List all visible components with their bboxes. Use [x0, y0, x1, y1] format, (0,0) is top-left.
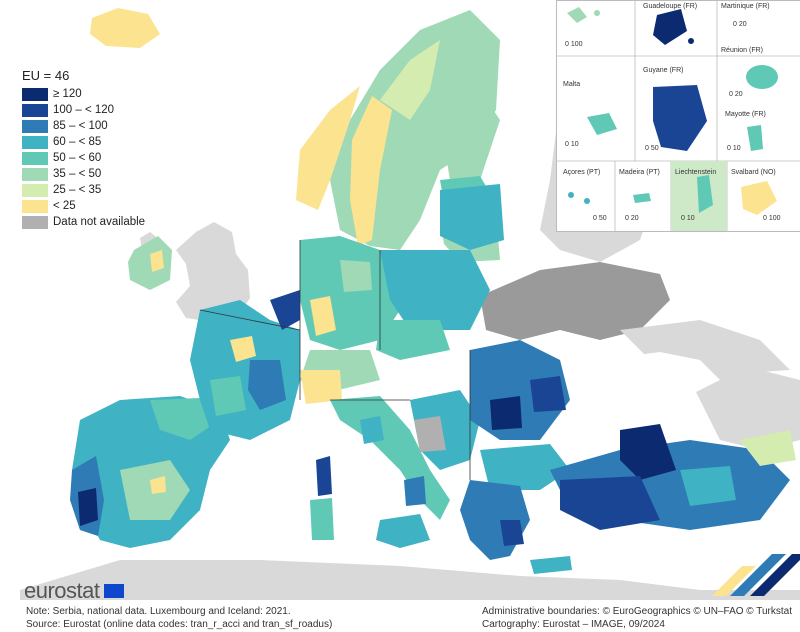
- inset-scale-martinique: 0 20: [733, 21, 747, 28]
- inset-scale-madeira: 0 20: [625, 215, 639, 222]
- turkey: [550, 424, 796, 530]
- guyane-shape: [653, 85, 707, 151]
- legend-label: < 25: [53, 200, 76, 212]
- inset-label-svalbard: Svalbard (NO): [731, 169, 776, 176]
- legend-item: < 25: [22, 198, 212, 214]
- inset-label-malta: Malta: [563, 81, 581, 88]
- inset-scale-guyane: 0 50: [645, 145, 659, 152]
- inset-scale-reunion: 0 20: [729, 91, 743, 98]
- footer: Note: Serbia, national data. Luxembourg …: [0, 600, 800, 630]
- inset-label-martinique: Martinique (FR): [721, 3, 770, 10]
- legend-label: 60 – < 85: [53, 136, 102, 148]
- footer-note: Note: Serbia, national data. Luxembourg …: [26, 606, 291, 617]
- legend-swatch: [22, 151, 48, 165]
- legend-item: 100 – < 120: [22, 102, 212, 118]
- footer-boundaries: Administrative boundaries: © EuroGeograp…: [482, 606, 793, 617]
- legend-item: 35 – < 50: [22, 166, 212, 182]
- legend-item: 60 – < 85: [22, 134, 212, 150]
- svalbard-shape: [741, 181, 777, 215]
- legend-label: ≥ 120: [53, 88, 82, 100]
- legend-swatch: [22, 103, 48, 117]
- inset-scale-liechtenstein: 0 10: [681, 215, 695, 222]
- footer-source: Source: Eurostat (online data codes: tra…: [26, 619, 333, 630]
- malta-shape: [587, 113, 617, 135]
- borders: [199, 240, 471, 480]
- legend-title: EU = 46: [22, 68, 70, 83]
- eurostat-logo: eurostat: [24, 578, 124, 604]
- legend-label: Data not available: [53, 216, 146, 228]
- inset-label-madeira: Madeira (PT): [619, 169, 660, 176]
- inset-label-guyane: Guyane (FR): [643, 67, 684, 74]
- legend-swatch: [22, 199, 48, 213]
- footer-left: Note: Serbia, national data. Luxembourg …: [26, 606, 332, 632]
- legend-swatch: [22, 167, 48, 181]
- brand-stripes: [712, 554, 800, 596]
- legend-swatch: [22, 183, 48, 197]
- logo-text: eurostat: [24, 578, 100, 603]
- legend-label: 25 – < 35: [53, 184, 102, 196]
- italy: [310, 396, 450, 548]
- legend-swatch: [22, 119, 48, 133]
- inset-drawings: [557, 1, 800, 231]
- martinique-shape: [653, 9, 694, 45]
- reunion-shape: [746, 65, 778, 89]
- legend-rows: ≥ 120 100 – < 120 85 – < 100 60 – < 85 50 – …: [22, 86, 212, 230]
- liechtenstein-shape: [671, 161, 727, 231]
- inset-label-reunion: Réunion (FR): [721, 47, 764, 54]
- inset-scale-mayotte: 0 10: [727, 145, 741, 152]
- inset-label-guadeloupe: Guadeloupe (FR): [643, 3, 698, 10]
- legend-label: 100 – < 120: [53, 104, 115, 116]
- acores-shape: [568, 192, 590, 204]
- mayotte-shape: [747, 125, 763, 151]
- legend-item: 50 – < 60: [22, 150, 212, 166]
- inset-scale-svalbard: 0 100: [763, 215, 781, 222]
- central-europe: [270, 236, 490, 404]
- legend: EU = 46 ≥ 120 100 – < 120 85 – < 100 60 – <…: [22, 68, 212, 230]
- inset-label-acores: Açores (PT): [563, 169, 601, 176]
- france: [190, 300, 300, 440]
- legend-item: Data not available: [22, 214, 212, 230]
- legend-label: 50 – < 60: [53, 152, 102, 164]
- legend-swatch: [22, 135, 48, 149]
- inset-scale-acores: 0 50: [593, 215, 607, 222]
- baltics: [440, 184, 504, 250]
- legend-item: 25 – < 35: [22, 182, 212, 198]
- ireland: [128, 236, 172, 290]
- inset-label-mayotte: Mayotte (FR): [725, 111, 766, 118]
- iberia: [70, 396, 230, 548]
- legend-swatch: [22, 87, 48, 101]
- footer-right: Administrative boundaries: © EuroGeograp…: [482, 606, 792, 632]
- footer-cartography: Cartography: Eurostat – IMAGE, 09/2024: [482, 619, 665, 630]
- legend-label: 85 – < 100: [53, 120, 108, 132]
- inset-scale-guadeloupe: 0 100: [565, 41, 583, 48]
- legend-item: 85 – < 100: [22, 118, 212, 134]
- inset-panel: Guyane (FR) Réunion (FR) Malta Mayotte (…: [556, 0, 800, 232]
- legend-label: 35 – < 50: [53, 168, 102, 180]
- black-sea: [560, 352, 720, 406]
- eu-flag-icon: [103, 584, 124, 598]
- south-east-europe: [410, 340, 572, 574]
- legend-item: ≥ 120: [22, 86, 212, 102]
- inset-scale-malta: 0 10: [565, 141, 579, 148]
- guadeloupe-shape: [567, 7, 600, 23]
- madeira-shape: [633, 193, 651, 203]
- inset-label-liechtenstein: Liechtenstein: [675, 169, 717, 176]
- legend-swatch: [22, 215, 48, 229]
